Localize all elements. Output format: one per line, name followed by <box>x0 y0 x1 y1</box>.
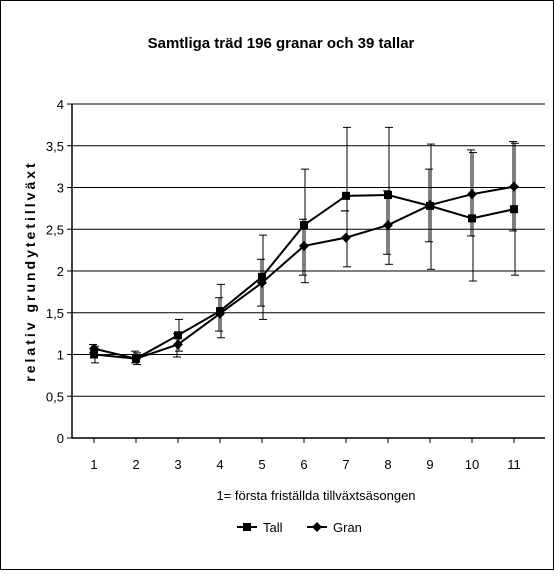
axis-layer <box>67 103 545 443</box>
series-point-gran-1 <box>131 353 141 364</box>
x-tick-label-5: 6 <box>300 457 307 472</box>
x-tick-label-8: 9 <box>426 457 433 472</box>
x-tick-label-0: 1 <box>90 457 97 472</box>
x-tick-labels: 1 2 3 4 5 6 7 8 9 10 11 <box>90 457 520 472</box>
y-tick-label-3: 1,5 <box>46 306 64 321</box>
x-tick-label-10: 11 <box>507 457 521 472</box>
x-tick-label-3: 4 <box>216 457 223 472</box>
series-point-tall-10 <box>510 205 518 214</box>
y-tick-label-0: 0 <box>57 431 64 446</box>
series-point-tall-9 <box>468 214 476 223</box>
chart-title: Samtliga träd 196 granar och 39 tallar <box>148 35 415 52</box>
series-point-gran-5 <box>299 240 309 251</box>
series-point-tall-7 <box>384 191 392 200</box>
series-point-tall-5 <box>300 221 308 230</box>
series-point-tall-4 <box>258 272 266 281</box>
series-point-gran-6 <box>341 232 351 243</box>
series-lines <box>89 181 519 364</box>
y-tick-label-4: 2 <box>57 264 64 279</box>
x-tick-label-6: 7 <box>342 457 349 472</box>
y-tick-label-8: 4 <box>57 97 64 112</box>
legend-label-tall: Tall <box>263 520 283 535</box>
legend-label-gran: Gran <box>333 520 362 535</box>
y-tick-label-7: 3,5 <box>46 139 64 154</box>
y-tick-label-5: 2,5 <box>46 222 64 237</box>
series-point-gran-4 <box>257 277 267 288</box>
series-point-gran-3 <box>215 308 225 319</box>
y-tick-label-1: 0,5 <box>46 389 64 404</box>
x-tick-label-2: 3 <box>174 457 181 472</box>
legend: Tall Gran <box>237 520 362 535</box>
series-point-tall-6 <box>342 191 350 200</box>
y-tick-labels: 0 0,5 1 1,5 2 2,5 3 3,5 4 <box>46 97 64 446</box>
series-point-gran-8 <box>425 200 435 211</box>
series-point-gran-10 <box>509 181 519 192</box>
x-axis-title: 1= första friställda tillväxtsäsongen <box>216 488 415 503</box>
series-point-gran-0 <box>89 343 99 354</box>
series-point-gran-7 <box>383 220 393 231</box>
legend-marker-tall <box>243 523 251 531</box>
legend-marker-gran <box>312 522 322 532</box>
x-tick-label-9: 10 <box>465 457 479 472</box>
series-point-gran-2 <box>173 339 183 350</box>
grid-layer <box>72 103 545 397</box>
x-tick-label-1: 2 <box>132 457 139 472</box>
x-tick-label-4: 5 <box>258 457 265 472</box>
series-point-tall-2 <box>174 331 182 340</box>
series-point-gran-9 <box>467 189 477 200</box>
y-tick-label-6: 3 <box>57 181 64 196</box>
series-point-tall-0 <box>90 350 98 359</box>
x-tick-label-7: 8 <box>384 457 391 472</box>
y-tick-label-2: 1 <box>57 348 64 363</box>
y-axis-title: relativ grundytetillväxt <box>22 160 38 381</box>
